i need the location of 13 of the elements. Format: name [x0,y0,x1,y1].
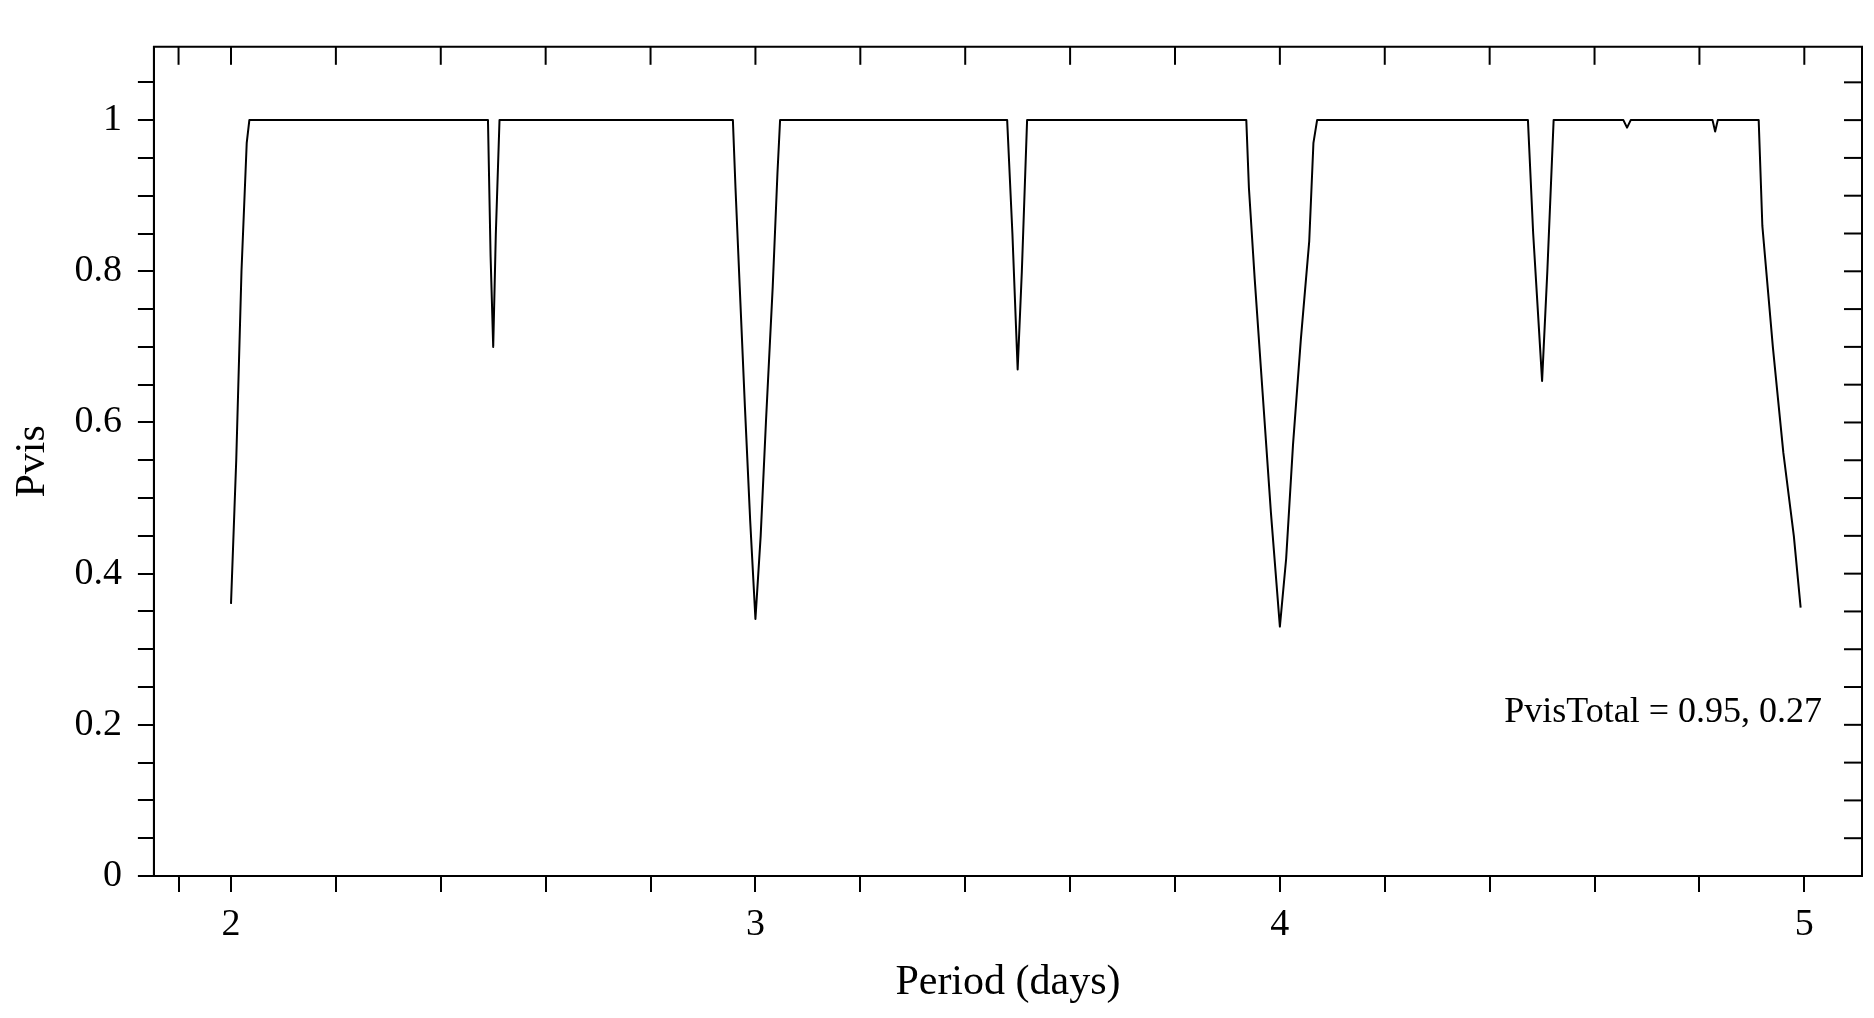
y-axis-title: Pvis [7,425,54,498]
x-tick-label: 4 [1270,900,1290,943]
x-tick-label: 3 [745,900,765,943]
y-tick-label: 0.2 [74,700,122,743]
y-tick-label: 0.8 [74,247,122,290]
y-tick-label: 1 [102,96,122,139]
x-tick-label: 5 [1794,900,1814,943]
y-tick-label: 0.6 [74,398,122,441]
x-tick-label: 2 [221,900,241,943]
y-tick-label: 0 [102,851,122,894]
x-axis-title: Period (days) [895,956,1121,1004]
annotation: PvisTotal = 0.95, 0.27 [1504,690,1822,731]
y-tick-label: 0.4 [74,549,122,592]
